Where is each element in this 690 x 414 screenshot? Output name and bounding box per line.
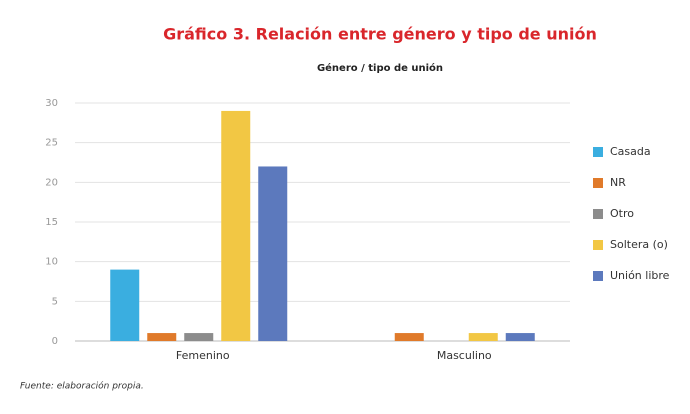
- legend-swatch: [593, 271, 603, 281]
- source-note: Fuente: elaboración propia.: [20, 381, 144, 392]
- legend-swatch: [593, 209, 603, 219]
- chart-title: Gráfico 3. Relación entre género y tipo …: [163, 25, 597, 44]
- legend-swatch: [593, 147, 603, 157]
- bar: [147, 333, 177, 341]
- bar: [184, 333, 214, 341]
- bar: [468, 333, 498, 341]
- legend-label: Otro: [610, 207, 634, 220]
- x-tick-label: Masculino: [437, 349, 492, 362]
- legend-swatch: [593, 240, 603, 250]
- legend-label: NR: [610, 176, 626, 189]
- y-tick-label: 0: [52, 336, 58, 347]
- y-tick-label: 25: [45, 138, 58, 149]
- legend-label: Unión libre: [610, 269, 670, 282]
- y-tick-label: 30: [45, 98, 58, 109]
- bar: [110, 269, 140, 341]
- y-tick-label: 5: [52, 296, 58, 307]
- y-tick-label: 20: [45, 177, 58, 188]
- bar: [258, 166, 288, 341]
- legend-swatch: [593, 178, 603, 188]
- x-tick-label: Femenino: [176, 349, 230, 362]
- bar: [505, 333, 535, 341]
- bar: [394, 333, 424, 341]
- y-tick-label: 10: [45, 257, 58, 268]
- legend-label: Soltera (o): [610, 238, 668, 251]
- chart-subtitle: Género / tipo de unión: [317, 62, 443, 74]
- bar: [221, 110, 251, 341]
- legend-label: Casada: [610, 145, 651, 158]
- y-tick-label: 15: [45, 217, 58, 228]
